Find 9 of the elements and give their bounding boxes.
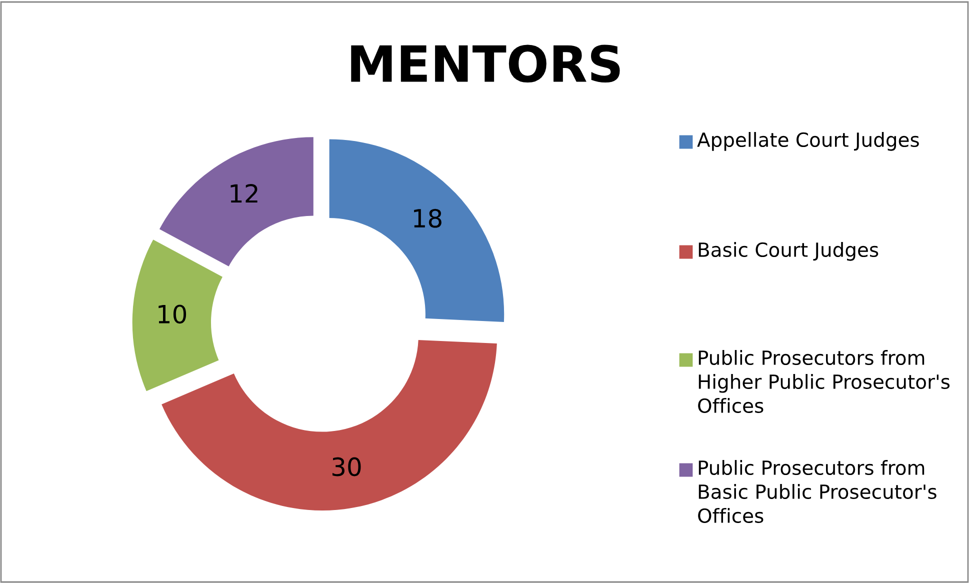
legend-label: Public Prosecutors from Higher Public Prosecutor's Offices xyxy=(698,350,950,414)
data-label: 12 xyxy=(230,184,258,203)
data-label: 18 xyxy=(414,208,442,228)
legend-label: Public Prosecutors from Basic Public Prosecutor's Offices xyxy=(698,460,936,524)
legend-label: Basic Court Judges xyxy=(698,242,878,261)
chart-title: MENTORS xyxy=(351,44,620,83)
data-label: 30 xyxy=(332,457,361,476)
data-label: 10 xyxy=(158,304,186,324)
legend-label: Appellate Court Judges xyxy=(697,132,919,151)
